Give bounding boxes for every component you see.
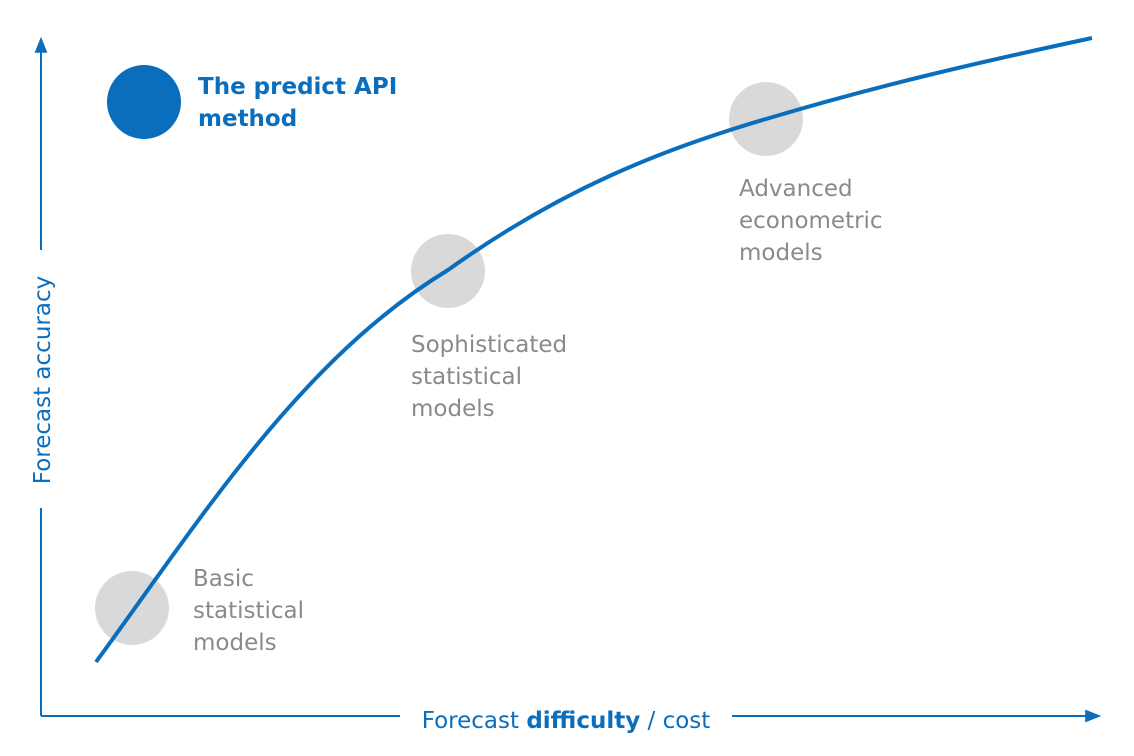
node-label-line: models <box>739 240 823 266</box>
x-label-part: Forecast <box>422 708 519 734</box>
y-axis-label: Forecast accuracy <box>30 276 56 484</box>
curve <box>94 36 1093 664</box>
node-label-line: Advanced <box>739 176 853 202</box>
node-label: Basic statistical models <box>193 566 311 656</box>
legend-line: The predict API <box>198 74 397 100</box>
legend-marker <box>107 65 181 139</box>
node-label-line: Basic <box>193 566 254 592</box>
node-label-line: econometric <box>739 208 883 234</box>
node-label: Advanced econometric models <box>739 176 890 266</box>
x-label-emphasis: difficulty <box>526 708 640 734</box>
node-label: Sophisticated statistical models <box>411 332 574 422</box>
x-axis-label: Forecast difficulty / cost <box>422 708 711 734</box>
legend-line: method <box>198 106 297 132</box>
x-label-part: / cost <box>648 708 711 734</box>
legend-label: The predict API method <box>198 74 405 132</box>
node-label-line: models <box>411 396 495 422</box>
node-circle <box>95 571 169 645</box>
node-label-line: models <box>193 630 277 656</box>
node-label-line: Sophisticated <box>411 332 567 358</box>
node-label-line: statistical <box>193 598 304 624</box>
node-label-line: statistical <box>411 364 522 390</box>
